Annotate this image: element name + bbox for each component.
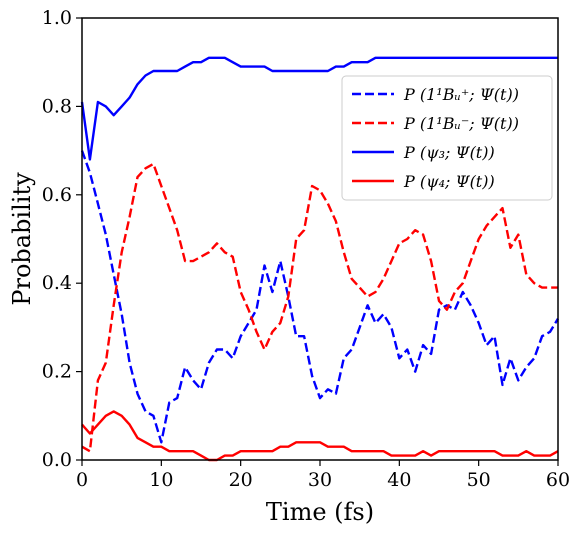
legend-label-1: P (1¹Bᵤ⁺; Ψ(t)) [403, 85, 519, 104]
legend-box [341, 75, 553, 201]
ticks-layer: 0 10 20 30 40 50 60 0.0 0.2 0.4 0.6 0.8 1.0 [42, 7, 570, 491]
series-line-3 [80, 56, 558, 161]
x-axis-title: Time (fs) [266, 498, 374, 526]
x-tick-label: 30 [308, 469, 332, 491]
y-tick-label: 0.8 [42, 95, 72, 117]
series-line-4 [81, 410, 559, 462]
series-line-2 [81, 162, 558, 453]
x-tick-label: 20 [229, 469, 253, 491]
x-tick-label: 0 [76, 469, 88, 491]
legend-label-3: P (ψ₃; Ψ(t)) [403, 143, 495, 162]
y-tick-label: 0.2 [42, 361, 72, 383]
y-tick-label: 1.0 [42, 7, 72, 29]
y-tick-label: 0.4 [42, 272, 72, 294]
y-tick-label: 0.0 [42, 449, 72, 471]
legend: P (1¹Bᵤ⁺; Ψ(t)) P (1¹Bᵤ⁻; Ψ(t)) P (ψ₃; Ψ(t… [341, 75, 553, 201]
legend-label-4: P (ψ₄; Ψ(t)) [403, 172, 495, 191]
series-line-1 [80, 150, 560, 444]
legend-label-2: P (1¹Bᵤ⁻; Ψ(t)) [403, 114, 519, 133]
x-tick-label: 40 [387, 469, 411, 491]
x-tick-label: 50 [467, 469, 491, 491]
series-layer [80, 56, 560, 462]
x-tick-label: 10 [149, 469, 173, 491]
x-tick-label: 60 [546, 469, 570, 491]
y-tick-label: 0.6 [42, 184, 72, 206]
y-axis-title: Probability [8, 172, 36, 306]
